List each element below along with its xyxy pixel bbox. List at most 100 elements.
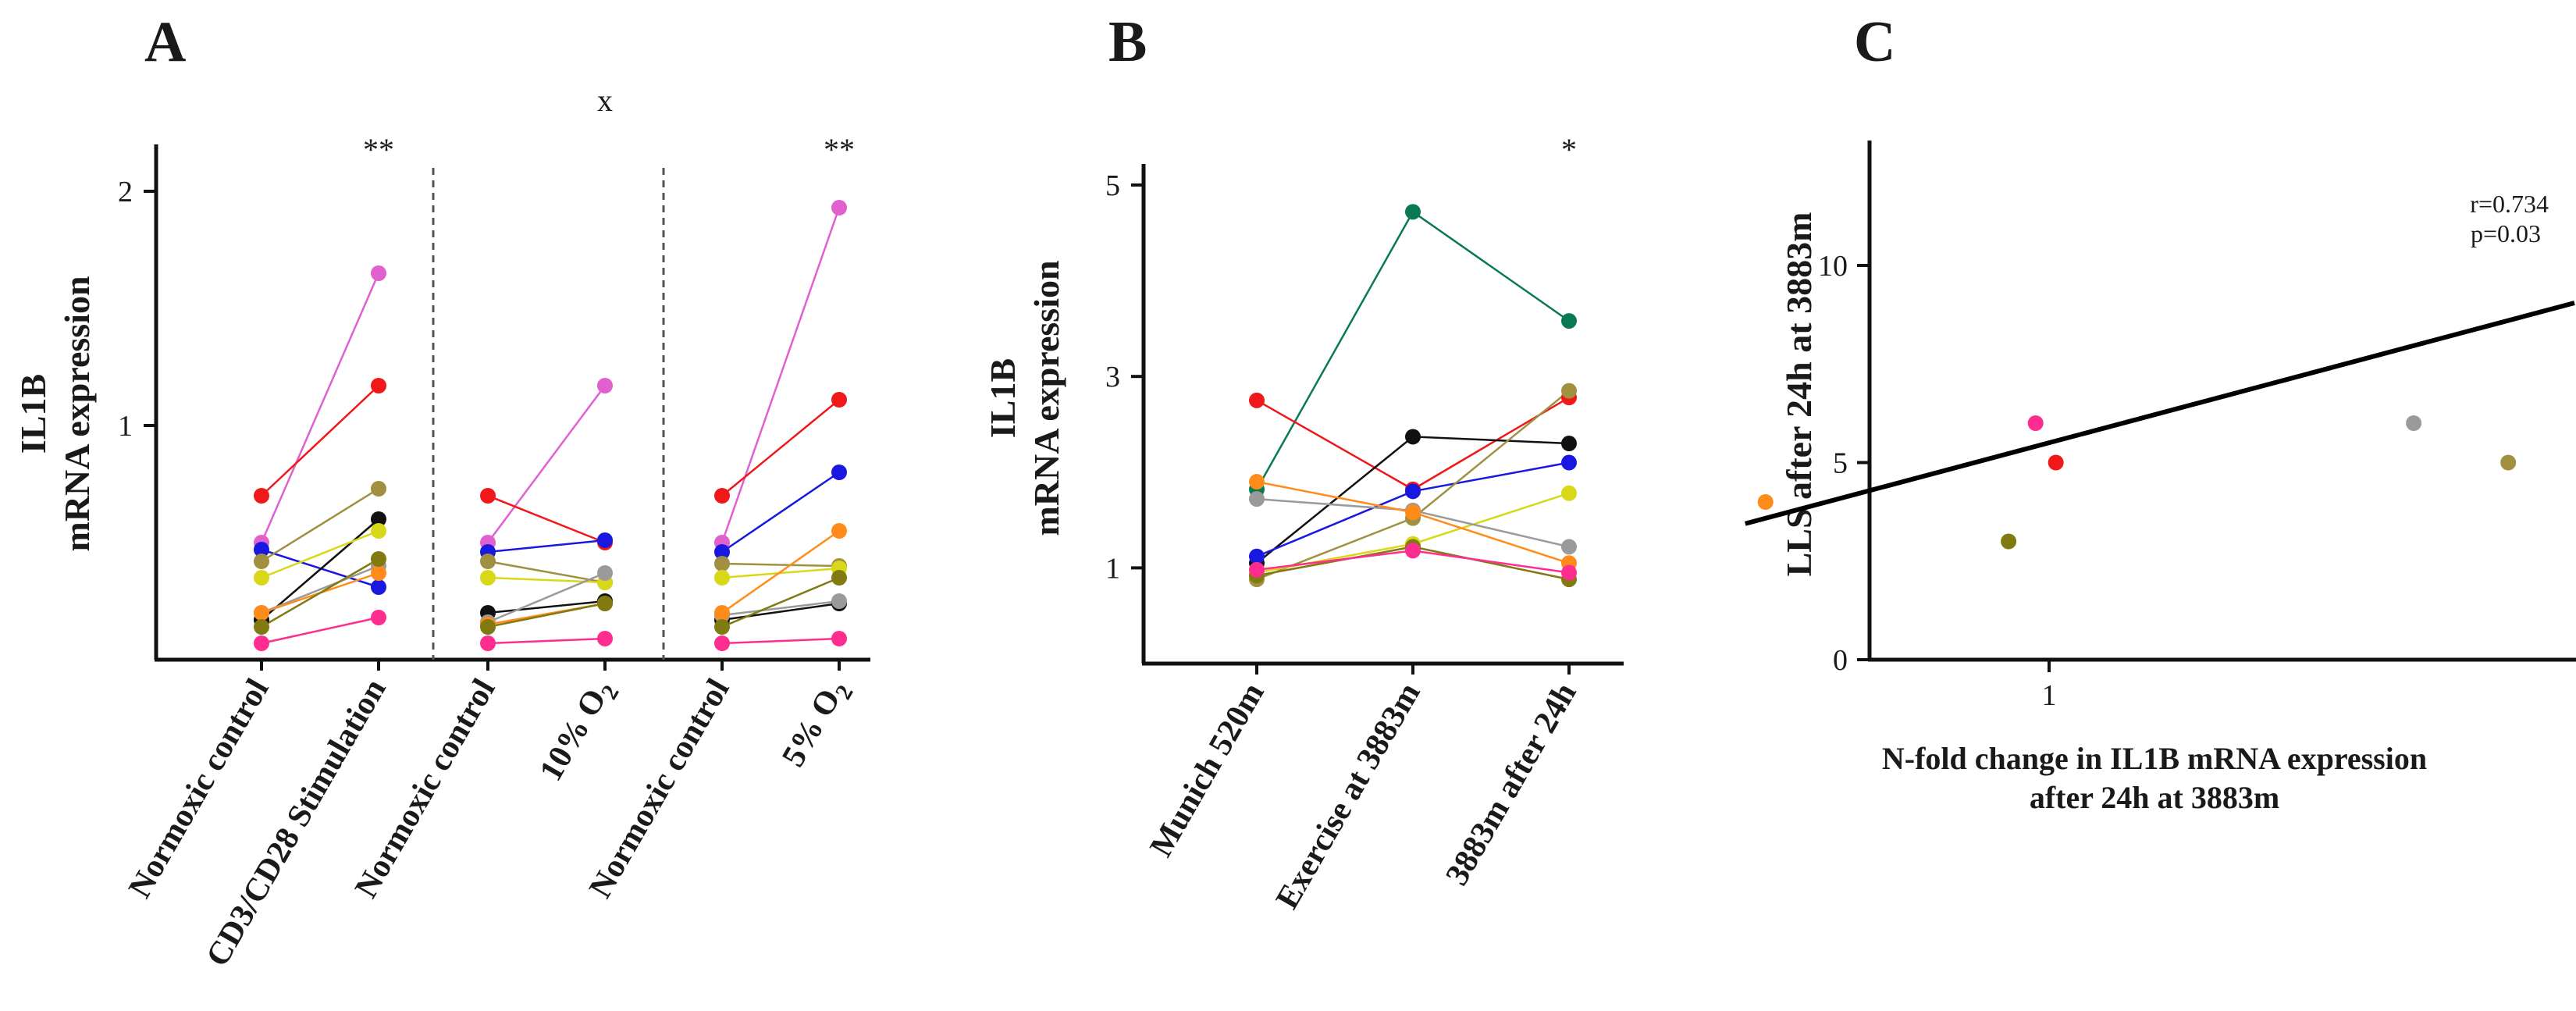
panel-a-series-line	[487, 602, 606, 628]
panel-b-point	[1405, 504, 1421, 521]
panel-a-ylabel-line2: mRNA expression	[57, 276, 97, 551]
panel-b-category-label: Exercise at 3883m	[1269, 677, 1428, 915]
panel-a-point	[480, 570, 496, 586]
panel-a-series: ** x **	[254, 83, 855, 651]
panel-a-category-label: 5% O2	[775, 673, 858, 775]
panel-b: B IL1B mRNA expression 1 3 5 * Munich 520m…	[983, 10, 1624, 915]
panel-a-point	[714, 570, 730, 586]
panel-c-letter: C	[1854, 10, 1895, 74]
panel-a-point	[597, 631, 613, 646]
panel-a-series-line	[720, 207, 841, 543]
panel-b-ytick-label: 1	[1105, 552, 1120, 585]
panel-b-category-label: 3883m after 24h	[1439, 677, 1583, 892]
panel-a-point	[254, 542, 269, 557]
panel-a-point	[371, 481, 386, 497]
panel-a-point	[480, 635, 496, 651]
panel-a-series-line	[261, 487, 379, 563]
panel-a-series-line	[261, 564, 379, 614]
panel-c-ytick-label: 0	[1833, 644, 1848, 677]
panel-b-point	[1249, 474, 1265, 490]
panel-a-point	[371, 579, 386, 595]
panel-a-ytick-label: 1	[118, 410, 133, 443]
panel-a-series-line	[261, 557, 379, 628]
panel-c-plot	[1744, 301, 2575, 550]
panel-a-point	[597, 532, 613, 548]
panel-c-ytick-label: 5	[1833, 447, 1848, 480]
panel-a-point	[254, 619, 269, 635]
panel-a-point	[831, 523, 847, 539]
panel-a-category-label: 10% O2	[533, 673, 624, 790]
panel-b-point	[1561, 485, 1577, 501]
panel-b-point	[1561, 564, 1577, 581]
panel-a-point	[597, 378, 613, 393]
panel-b-axes: 1 3 5	[1105, 164, 1624, 675]
panel-b-letter: B	[1108, 10, 1147, 74]
panel-a-point	[480, 488, 496, 504]
panel-a-point	[714, 635, 730, 651]
panel-a: A IL1B mRNA expression 12 **x** Normoxic…	[13, 10, 870, 973]
panel-a-point	[714, 619, 730, 635]
panel-c-axes: 051012	[1818, 141, 2576, 712]
panel-a-series-line	[487, 571, 606, 624]
panel-b-category-label: Munich 520m	[1144, 677, 1272, 863]
panel-c-ylabel: LLS after 24h at 3883m	[1779, 212, 1819, 577]
panel-a-point	[831, 631, 847, 646]
panel-a-series-line	[721, 529, 840, 614]
panel-a-series-line	[721, 471, 840, 554]
panel-c-point	[2048, 454, 2064, 471]
panel-c-point	[1757, 494, 1774, 510]
panel-a-point	[254, 635, 269, 651]
panel-b-ylabel-line1: IL1B	[983, 358, 1023, 438]
panel-a-point	[831, 392, 847, 408]
panel-b-point	[1249, 548, 1265, 564]
panel-b-point	[1561, 383, 1577, 399]
panel-b-series-line	[1255, 210, 1570, 490]
panel-a-point	[714, 605, 730, 621]
panel-c-point	[2001, 533, 2017, 550]
panel-a-point	[831, 465, 847, 480]
panel-a-series-line	[261, 616, 379, 645]
panel-b-point	[1249, 491, 1265, 507]
panel-a-point	[714, 544, 730, 560]
panel-a-category-text: 5% O	[775, 683, 848, 773]
panel-a-point	[371, 511, 386, 527]
panel-b-series: *	[1249, 132, 1577, 588]
panel-c-xlabel-line1: N-fold change in IL1B mRNA expression	[1882, 741, 2427, 776]
panel-b-point	[1405, 429, 1421, 445]
panel-a-point	[254, 605, 269, 621]
panel-a-point	[371, 551, 386, 567]
panel-c-point	[2027, 415, 2044, 431]
panel-b-point	[1561, 454, 1577, 471]
panel-c-point	[2500, 454, 2517, 471]
panel-b-point	[1405, 483, 1421, 500]
panel-a-point	[480, 554, 496, 569]
panel-a-point	[597, 596, 613, 611]
panel-a-series-line	[261, 529, 379, 579]
panel-a-series-line	[487, 600, 606, 614]
panel-b-point	[1405, 543, 1421, 559]
panel-a-point	[371, 378, 386, 393]
panel-a-series-line	[261, 518, 379, 621]
panel-a-ylabel-line1: IL1B	[13, 374, 53, 454]
panel-c-xtick-label: 1	[2042, 679, 2057, 712]
panel-a-point	[714, 488, 730, 504]
panel-a-series-line	[721, 562, 840, 568]
panel-a-series-line	[487, 539, 606, 554]
panel-a-point	[371, 565, 386, 581]
panel-a-significance: x	[597, 83, 613, 118]
panel-c-point	[2406, 415, 2422, 431]
panel-a-point	[831, 570, 847, 586]
panel-a-point	[254, 554, 269, 569]
panel-c: C LLS after 24h at 3883m 051012 r=0.734 …	[1744, 10, 2576, 815]
panel-b-point	[1561, 313, 1577, 329]
panel-a-significance: **	[363, 132, 394, 167]
panel-a-letter: A	[144, 10, 186, 74]
panel-a-ytick-label: 2	[118, 176, 133, 208]
panel-a-category-text: 10% O	[533, 683, 614, 787]
panel-c-xlabel-line2: after 24h at 3883m	[2030, 780, 2279, 815]
panel-b-point	[1249, 561, 1265, 578]
panel-a-point	[371, 610, 386, 625]
panel-a-significance: **	[824, 132, 855, 167]
panel-a-series-line	[260, 272, 380, 543]
